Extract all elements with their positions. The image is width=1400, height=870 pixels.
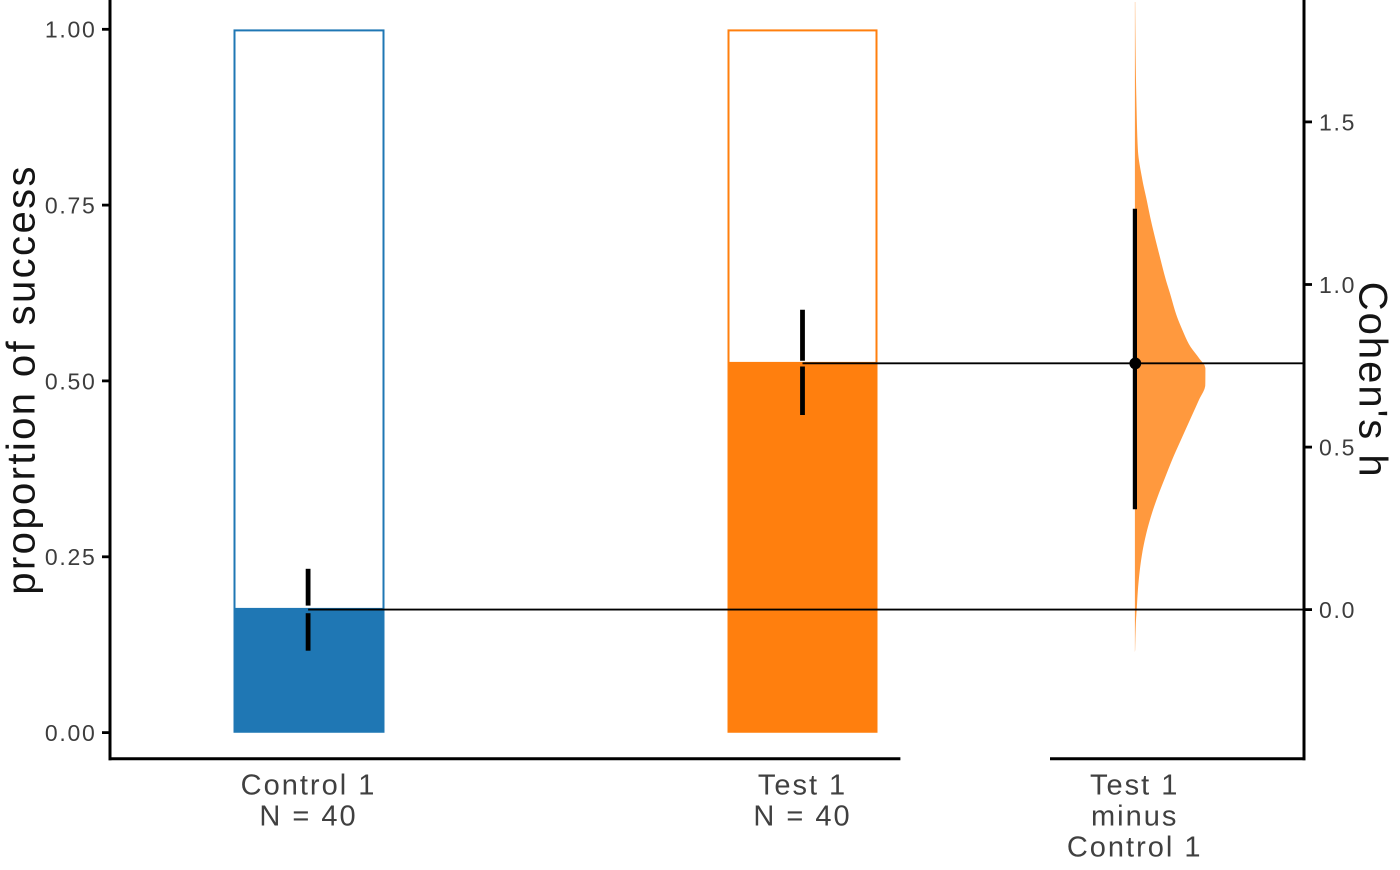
svg-text:Test 1: Test 1 — [1090, 770, 1179, 802]
svg-text:Control 1: Control 1 — [1067, 832, 1203, 864]
svg-text:minus: minus — [1091, 801, 1178, 833]
svg-text:0.0: 0.0 — [1319, 597, 1356, 623]
svg-text:Control 1: Control 1 — [241, 770, 377, 802]
svg-text:proportion of success: proportion of success — [0, 164, 44, 595]
svg-text:1.5: 1.5 — [1319, 109, 1356, 135]
svg-text:0.00: 0.00 — [45, 720, 97, 746]
svg-text:1.0: 1.0 — [1319, 272, 1356, 298]
svg-text:1.00: 1.00 — [45, 17, 97, 43]
svg-text:0.50: 0.50 — [45, 368, 97, 394]
svg-text:N = 40: N = 40 — [753, 801, 851, 833]
svg-text:0.25: 0.25 — [45, 544, 97, 570]
svg-text:Cohen's h: Cohen's h — [1351, 282, 1395, 479]
svg-text:0.75: 0.75 — [45, 193, 97, 219]
svg-text:Test 1: Test 1 — [758, 770, 847, 802]
svg-text:0.5: 0.5 — [1319, 435, 1356, 461]
svg-text:N = 40: N = 40 — [259, 801, 357, 833]
